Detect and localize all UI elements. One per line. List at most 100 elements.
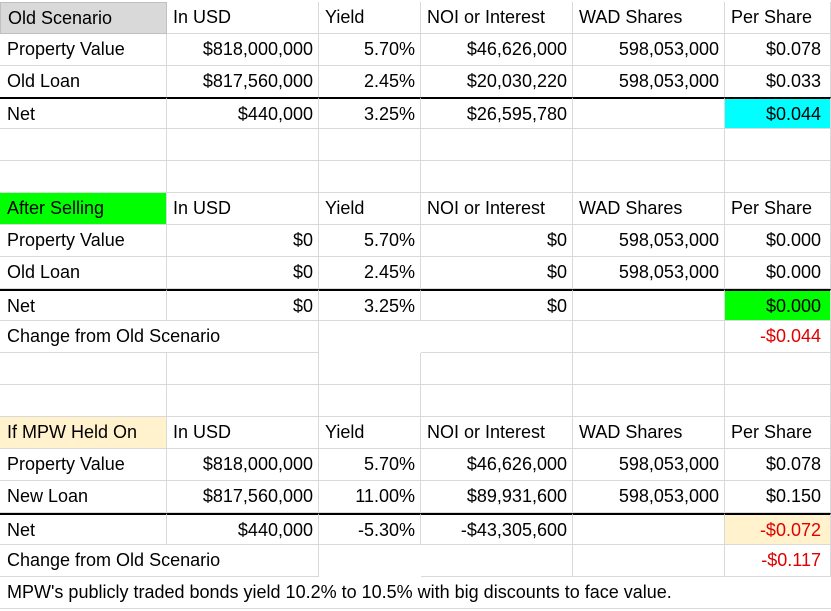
header-yield[interactable]: Yield [319, 193, 421, 225]
empty-cell[interactable] [725, 353, 831, 385]
wad-shares-cell[interactable]: 598,053,000 [573, 449, 725, 481]
yield-cell[interactable]: 5.70% [319, 449, 421, 481]
in-usd-cell[interactable]: $440,000 [167, 513, 319, 545]
per-share-cell[interactable]: $0.078 [725, 34, 831, 66]
yield-cell[interactable]: 5.70% [319, 34, 421, 66]
empty-cell[interactable] [421, 161, 573, 193]
in-usd-cell[interactable]: $0 [167, 257, 319, 289]
wad-shares-cell[interactable]: 598,053,000 [573, 225, 725, 257]
after-net-per-share-cell[interactable]: $0.000 [725, 289, 831, 321]
in-usd-cell[interactable]: $0 [167, 289, 319, 321]
bond-yield-note[interactable]: MPW's publicly traded bonds yield 10.2% … [0, 577, 831, 609]
header-noi-or-interest[interactable]: NOI or Interest [421, 2, 573, 34]
in-usd-cell[interactable]: $817,560,000 [167, 481, 319, 513]
header-in-usd[interactable]: In USD [167, 2, 319, 34]
noi-cell[interactable]: $20,030,220 [421, 66, 573, 98]
empty-cell[interactable] [319, 161, 421, 193]
empty-cell[interactable] [167, 161, 319, 193]
per-share-cell[interactable]: $0.033 [725, 66, 831, 98]
in-usd-cell[interactable]: $0 [167, 225, 319, 257]
old-net-per-share-cell[interactable]: $0.044 [725, 97, 831, 129]
after-selling-label[interactable]: After Selling [0, 193, 167, 225]
row-label[interactable]: New Loan [0, 481, 167, 513]
row-label[interactable]: Old Loan [0, 257, 167, 289]
change-value[interactable]: -$0.044 [725, 321, 831, 353]
mpw-net-per-share-cell[interactable]: -$0.072 [725, 513, 831, 545]
yield-cell[interactable]: 11.00% [319, 481, 421, 513]
row-label[interactable]: Property Value [0, 34, 167, 66]
per-share-cell[interactable]: $0.000 [725, 257, 831, 289]
wad-shares-cell[interactable] [573, 289, 725, 321]
empty-cell[interactable] [421, 129, 573, 161]
row-label[interactable]: Property Value [0, 225, 167, 257]
row-label[interactable]: Net [0, 513, 167, 545]
row-label[interactable]: Net [0, 97, 167, 129]
noi-cell[interactable]: $0 [421, 225, 573, 257]
row-label[interactable]: Net [0, 289, 167, 321]
noi-cell[interactable]: $0 [421, 289, 573, 321]
empty-cell[interactable] [421, 385, 573, 417]
header-in-usd[interactable]: In USD [167, 417, 319, 449]
mpw-held-label[interactable]: If MPW Held On [0, 417, 167, 449]
empty-cell[interactable] [319, 385, 421, 417]
wad-shares-cell[interactable]: 598,053,000 [573, 66, 725, 98]
wad-shares-cell[interactable] [573, 97, 725, 129]
in-usd-cell[interactable]: $818,000,000 [167, 34, 319, 66]
noi-cell[interactable]: -$43,305,600 [421, 513, 573, 545]
wad-shares-cell[interactable]: 598,053,000 [573, 34, 725, 66]
empty-cell[interactable] [0, 353, 167, 385]
per-share-cell[interactable]: $0.000 [725, 225, 831, 257]
empty-cell[interactable] [167, 353, 319, 385]
wad-shares-cell[interactable]: 598,053,000 [573, 257, 725, 289]
empty-cell[interactable] [421, 321, 573, 353]
change-label[interactable]: Change from Old Scenario [0, 321, 319, 353]
yield-cell[interactable]: -5.30% [319, 513, 421, 545]
wad-shares-cell[interactable] [573, 513, 725, 545]
header-per-share[interactable]: Per Share [725, 417, 831, 449]
in-usd-cell[interactable]: $440,000 [167, 97, 319, 129]
empty-cell[interactable] [167, 129, 319, 161]
empty-cell[interactable] [0, 161, 167, 193]
header-wad-shares[interactable]: WAD Shares [573, 193, 725, 225]
empty-cell[interactable] [573, 129, 725, 161]
empty-cell[interactable] [0, 385, 167, 417]
noi-cell[interactable]: $26,595,780 [421, 97, 573, 129]
empty-cell[interactable] [167, 385, 319, 417]
header-per-share[interactable]: Per Share [725, 193, 831, 225]
empty-cell[interactable] [573, 385, 725, 417]
header-wad-shares[interactable]: WAD Shares [573, 417, 725, 449]
wad-shares-cell[interactable]: 598,053,000 [573, 481, 725, 513]
row-label[interactable]: Old Loan [0, 66, 167, 98]
noi-cell[interactable]: $0 [421, 257, 573, 289]
empty-cell[interactable] [421, 545, 573, 577]
empty-cell[interactable] [421, 353, 573, 385]
empty-cell[interactable] [319, 353, 421, 385]
empty-cell[interactable] [573, 321, 725, 353]
old-scenario-label[interactable]: Old Scenario [0, 2, 167, 34]
empty-cell[interactable] [573, 161, 725, 193]
header-per-share[interactable]: Per Share [725, 2, 831, 34]
empty-cell[interactable] [0, 129, 167, 161]
header-yield[interactable]: Yield [319, 417, 421, 449]
change-value[interactable]: -$0.117 [725, 545, 831, 577]
header-noi-or-interest[interactable]: NOI or Interest [421, 417, 573, 449]
in-usd-cell[interactable]: $817,560,000 [167, 66, 319, 98]
yield-cell[interactable]: 2.45% [319, 66, 421, 98]
per-share-cell[interactable]: $0.150 [725, 481, 831, 513]
empty-cell[interactable] [725, 385, 831, 417]
noi-cell[interactable]: $89,931,600 [421, 481, 573, 513]
empty-cell[interactable] [573, 545, 725, 577]
yield-cell[interactable]: 2.45% [319, 257, 421, 289]
empty-cell[interactable] [725, 161, 831, 193]
header-wad-shares[interactable]: WAD Shares [573, 2, 725, 34]
noi-cell[interactable]: $46,626,000 [421, 34, 573, 66]
empty-cell[interactable] [725, 129, 831, 161]
in-usd-cell[interactable]: $818,000,000 [167, 449, 319, 481]
empty-cell[interactable] [319, 129, 421, 161]
yield-cell[interactable]: 3.25% [319, 289, 421, 321]
empty-cell[interactable] [573, 353, 725, 385]
per-share-cell[interactable]: $0.078 [725, 449, 831, 481]
noi-cell[interactable]: $46,626,000 [421, 449, 573, 481]
yield-cell[interactable]: 3.25% [319, 97, 421, 129]
header-in-usd[interactable]: In USD [167, 193, 319, 225]
